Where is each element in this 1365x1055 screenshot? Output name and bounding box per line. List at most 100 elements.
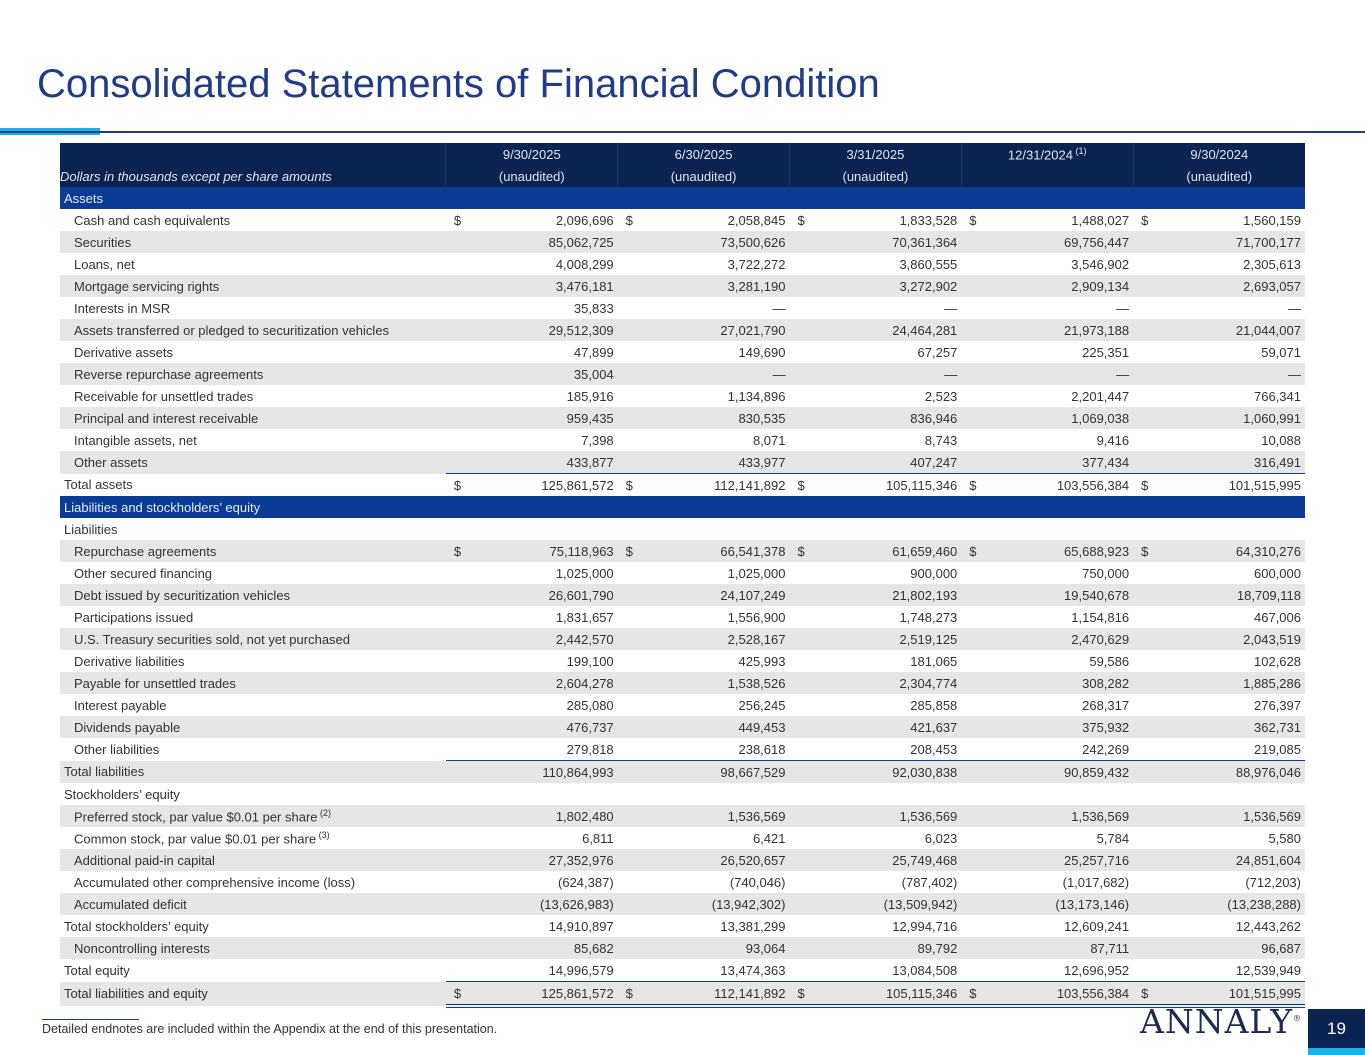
cell-value: 2,305,613 <box>1243 256 1301 272</box>
cell-value: 1,560,159 <box>1243 212 1301 228</box>
row-label: Additional paid-in capital <box>60 849 446 871</box>
cell-value: 101,515,995 <box>1161 981 1305 1008</box>
dollar-sign: $ <box>961 981 990 1008</box>
cell-value: 2,604,278 <box>473 672 618 694</box>
cell-value: 73,500,626 <box>645 231 790 253</box>
row-label: Assets transferred or pledged to securit… <box>60 319 446 341</box>
cell-value: 3,860,555 <box>899 256 958 272</box>
dollar-sign <box>961 385 989 407</box>
table-row: Total stockholders’ equity 14,910,897 13,3… <box>60 915 1305 937</box>
dollar-sign <box>961 672 990 694</box>
cell-value: 959,435 <box>473 407 618 429</box>
row-label: Debt issued by securitization vehicles <box>60 584 446 606</box>
dollar-sign <box>961 937 990 959</box>
dollar-sign <box>961 275 990 297</box>
dollar-sign <box>445 407 474 429</box>
dollar-sign <box>789 628 818 650</box>
cell-value <box>474 783 618 805</box>
cell-value: 18,709,118 <box>1161 584 1305 606</box>
dollar-sign <box>445 672 474 694</box>
cell-value: 1,025,000 <box>727 565 786 581</box>
dollar-sign <box>1133 915 1161 937</box>
cell-value: (712,203) <box>1245 874 1301 890</box>
cell-value: 125,861,572 <box>473 473 618 496</box>
cell-value: 21,802,193 <box>817 584 962 606</box>
table-row: Total liabilities and equity $125,861,572… <box>60 981 1305 1008</box>
row-label: Accumulated other comprehensive income (… <box>74 874 356 890</box>
dollar-sign <box>618 738 646 761</box>
dollar-sign <box>1133 827 1161 849</box>
dollar-sign: $ <box>1133 540 1162 562</box>
dollar-sign <box>617 584 646 606</box>
dollar-sign <box>617 893 646 915</box>
cell-value: 65,688,923 <box>989 540 1134 562</box>
dollar-sign <box>445 760 474 783</box>
table-row: Total liabilities 110,864,993 98,667,529 92… <box>60 760 1305 783</box>
table-row: Stockholders’ equity <box>60 783 1305 805</box>
cell-value: 10,088 <box>1261 432 1301 448</box>
cell-value: 14,996,579 <box>548 962 614 978</box>
cell-value: 1,885,286 <box>1161 672 1305 694</box>
dollar-sign: $ <box>961 473 990 496</box>
cell-value: 24,464,281 <box>817 319 962 341</box>
dollar-sign <box>446 562 474 584</box>
dollar-sign <box>1133 893 1162 915</box>
cell-value: (13,942,302) <box>645 893 790 915</box>
dollar-sign <box>961 760 990 783</box>
row-label: Mortgage servicing rights <box>60 275 446 297</box>
cell-value: 1,748,273 <box>899 609 958 625</box>
row-label: Intangible assets, net <box>74 432 197 448</box>
row-label: Derivative liabilities <box>74 653 185 669</box>
dollar-sign: $ <box>445 473 474 496</box>
dollar-sign <box>961 363 990 385</box>
dollar-sign <box>1133 319 1162 341</box>
dollar-sign <box>789 672 818 694</box>
cell-value: — <box>1116 300 1130 316</box>
table-row: U.S. Treasury securities sold, not yet p… <box>60 628 1305 650</box>
cell-value: 208,453 <box>910 741 958 757</box>
column-note: (unaudited) <box>445 165 618 187</box>
dollar-sign <box>961 915 989 937</box>
dollar-sign <box>1133 407 1162 429</box>
cell-value: 19,540,678 <box>989 584 1134 606</box>
cell-value: 285,080 <box>566 697 614 713</box>
dollar-sign <box>618 253 646 275</box>
cell-value: 1,536,569 <box>1161 805 1305 827</box>
section-header: Assets <box>60 187 1305 209</box>
table-row: Total assets $125,861,572 $112,141,892 $105… <box>60 473 1305 496</box>
dollar-sign <box>618 827 646 849</box>
dollar-sign <box>961 253 989 275</box>
table-row: Other assets 433,877 433,977 407,247 377,434… <box>60 451 1305 474</box>
row-label: Reverse repurchase agreements <box>60 363 446 385</box>
dollar-sign <box>445 849 474 871</box>
cell-value: 2,442,570 <box>473 628 618 650</box>
row-label: U.S. Treasury securities sold, not yet p… <box>60 628 446 650</box>
dollar-sign <box>446 297 474 319</box>
dollar-sign <box>961 584 990 606</box>
table-row: Debt issued by securitization vehicles 26… <box>60 584 1305 606</box>
cell-value: — <box>1161 363 1305 385</box>
cell-value: 377,434 <box>989 451 1134 474</box>
table-row: Dividends payable 476,737 449,453 421,637 37… <box>60 716 1305 738</box>
dollar-sign <box>618 385 646 407</box>
cell-value: 279,818 <box>566 741 614 757</box>
cell-value: 110,864,993 <box>473 760 618 783</box>
column-date: 9/30/2025 <box>445 143 618 165</box>
table-row: Repurchase agreements $75,118,963 $66,541,… <box>60 540 1305 562</box>
cell-value: 1,802,480 <box>473 805 618 827</box>
dollar-sign <box>1133 253 1161 275</box>
row-label: Interests in MSR <box>74 300 171 316</box>
cell-value: 185,916 <box>566 388 614 404</box>
footnote: Detailed endnotes are included within th… <box>42 1022 498 1036</box>
column-date: 3/31/2025 <box>788 143 962 165</box>
dollar-sign <box>789 407 818 429</box>
cell-value: 268,317 <box>1082 697 1130 713</box>
dollar-sign <box>445 231 474 253</box>
cell-value: 5,784 <box>1096 830 1130 846</box>
row-label: Participations issued <box>74 609 194 625</box>
dollar-sign <box>446 253 474 275</box>
cell-value: 238,618 <box>738 741 786 757</box>
cell-value: 6,811 <box>582 830 614 846</box>
table-row: Derivative liabilities 199,100 425,993 181,… <box>60 650 1305 672</box>
cell-value: 766,341 <box>1254 388 1301 404</box>
